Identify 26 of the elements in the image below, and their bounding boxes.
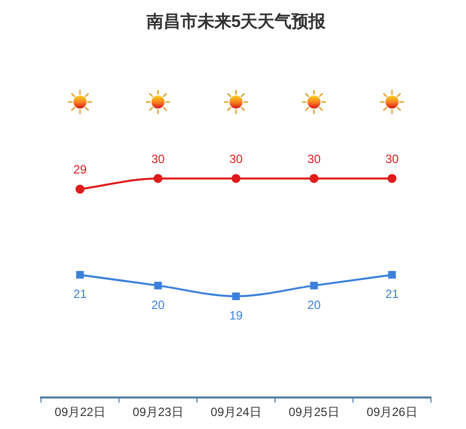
point bbox=[76, 184, 84, 194]
point bbox=[310, 174, 318, 183]
point bbox=[232, 292, 240, 300]
chart-title: 南昌市未来5天天气预报 bbox=[145, 12, 327, 31]
data-label: 30 bbox=[307, 152, 321, 166]
point bbox=[232, 174, 240, 183]
x-tick-label: 09月23日 bbox=[132, 405, 184, 420]
point bbox=[154, 282, 162, 290]
point bbox=[76, 271, 84, 279]
data-label: 21 bbox=[385, 287, 399, 302]
data-label: 20 bbox=[151, 298, 165, 312]
data-label: 29 bbox=[73, 162, 87, 176]
x-tick-label: 09月24日 bbox=[210, 405, 262, 420]
data-label: 30 bbox=[385, 152, 399, 166]
point bbox=[154, 174, 162, 183]
x-tick-label: 09月22日 bbox=[54, 405, 106, 420]
data-label: 19 bbox=[229, 308, 243, 323]
data-label: 30 bbox=[151, 152, 165, 166]
x-tick-label: 09月26日 bbox=[366, 405, 418, 420]
data-label: 30 bbox=[229, 152, 243, 166]
data-label: 21 bbox=[73, 287, 87, 302]
point bbox=[310, 282, 318, 290]
point bbox=[388, 174, 396, 183]
point bbox=[388, 271, 396, 279]
x-tick-label: 09月25日 bbox=[288, 405, 340, 420]
data-label: 20 bbox=[307, 298, 321, 312]
